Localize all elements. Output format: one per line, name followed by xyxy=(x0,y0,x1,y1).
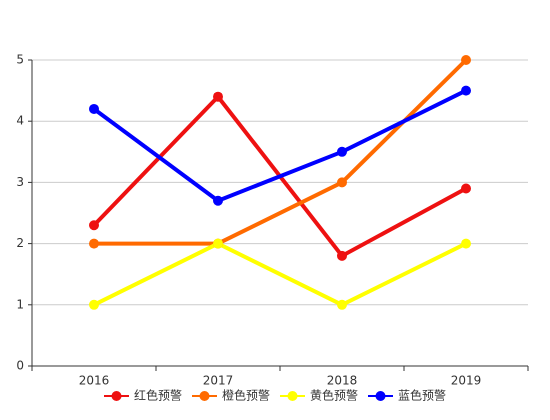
legend-label: 黄色预警 xyxy=(310,388,358,403)
x-tick-label: 2019 xyxy=(451,374,482,388)
legend-marker xyxy=(287,391,298,401)
legend-item: 红色预警 xyxy=(104,388,182,403)
legend-label: 红色预警 xyxy=(134,388,182,403)
data-point xyxy=(89,103,99,114)
data-point xyxy=(89,299,99,310)
legend-item: 橙色预警 xyxy=(192,388,270,403)
x-tick-label: 2016 xyxy=(79,374,110,388)
y-tick-label: 3 xyxy=(16,175,24,189)
legend-item: 黄色预警 xyxy=(280,388,358,403)
legend-marker xyxy=(375,391,386,401)
data-point xyxy=(337,250,347,261)
y-tick-label: 2 xyxy=(16,236,24,250)
data-point xyxy=(337,177,347,188)
data-point xyxy=(213,195,223,206)
data-point xyxy=(461,85,471,96)
x-tick-label: 2017 xyxy=(203,374,234,388)
legend-marker xyxy=(199,391,210,401)
legend-marker xyxy=(111,391,122,401)
data-point xyxy=(461,183,471,194)
y-tick-label: 0 xyxy=(16,359,24,373)
legend-label: 蓝色预警 xyxy=(398,388,446,403)
y-tick-label: 4 xyxy=(16,114,24,128)
series-line xyxy=(93,241,467,307)
data-point xyxy=(89,220,99,231)
legend-label: 橙色预警 xyxy=(222,388,270,403)
y-tick-label: 1 xyxy=(16,297,24,311)
data-point xyxy=(89,238,99,249)
data-point xyxy=(213,238,223,249)
data-point xyxy=(337,146,347,157)
y-tick-label: 5 xyxy=(16,53,24,67)
legend-item: 蓝色预警 xyxy=(368,388,446,403)
series-line xyxy=(92,88,467,203)
x-tick-label: 2018 xyxy=(327,374,358,388)
data-point xyxy=(337,299,347,310)
data-point xyxy=(213,91,223,102)
data-point xyxy=(461,55,471,65)
data-point xyxy=(461,238,471,249)
